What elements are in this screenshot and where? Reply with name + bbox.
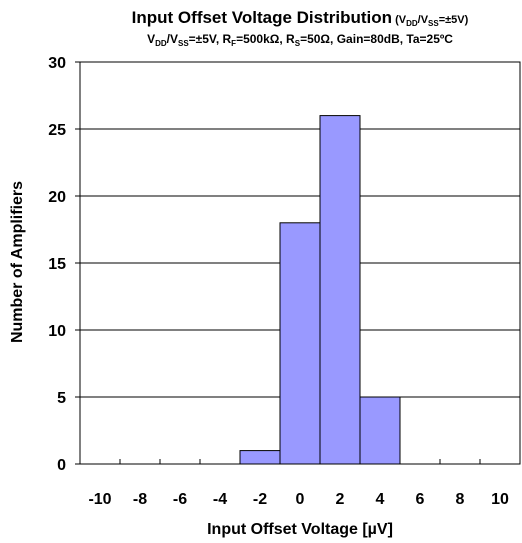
x-tick-label: 2 <box>336 491 345 508</box>
x-tick-label: 4 <box>376 491 385 508</box>
x-tick-label: 8 <box>456 491 465 508</box>
chart-title-main: Input Offset Voltage Distribution <box>132 8 392 27</box>
y-tick-label: 0 <box>57 457 66 474</box>
subtitle-sub-s: S <box>295 39 301 48</box>
subtitle-part-2: /V <box>167 32 178 46</box>
x-axis-label: Input Offset Voltage [µV] <box>207 521 393 538</box>
axis-ticks <box>75 61 521 465</box>
subtitle-sub-f: F <box>231 39 236 48</box>
subtitle-part-4: =500kΩ, R <box>236 32 295 46</box>
title-suffix-mid: /V <box>418 14 429 26</box>
x-tick-label: 10 <box>491 491 509 508</box>
x-tick-label: -8 <box>133 491 147 508</box>
bars <box>239 115 401 465</box>
y-tick-labels: 0 5 10 15 20 25 30 <box>48 55 66 474</box>
y-tick-label: 30 <box>48 55 66 72</box>
subtitle-sub-dd: DD <box>155 39 167 48</box>
y-tick-label: 25 <box>48 122 66 139</box>
x-tick-label: -4 <box>213 491 227 508</box>
y-axis-label: Number of Amplifiers <box>9 181 26 343</box>
x-tick-label: 6 <box>416 491 425 508</box>
y-tick-label: 20 <box>48 189 66 206</box>
y-tick-label: 10 <box>48 323 66 340</box>
subtitle-part-5: =50Ω, Gain=80dB, Ta=25ºC <box>300 32 453 46</box>
title-suffix-close: =±5V) <box>439 14 469 26</box>
x-tick-labels: -10 -8 -6 -4 -2 0 2 4 6 8 10 <box>88 491 509 508</box>
x-tick-label: 0 <box>296 491 305 508</box>
title-suffix-sub-dd: DD <box>406 19 418 28</box>
histogram-bar <box>239 450 281 465</box>
subtitle-sub-ss: SS <box>178 39 189 48</box>
subtitle-part-1: V <box>147 32 155 46</box>
x-tick-label: -2 <box>253 491 267 508</box>
histogram-bar <box>359 396 401 465</box>
histogram-bar <box>279 222 321 465</box>
subtitle-part-3: =±5V, R <box>189 32 232 46</box>
x-tick-label: -10 <box>88 491 111 508</box>
title-suffix-open: (V <box>392 14 407 26</box>
x-tick-label: -6 <box>173 491 187 508</box>
chart-subtitle: VDD/VSS=±5V, RF=500kΩ, RS=50Ω, Gain=80dB… <box>147 32 453 48</box>
chart-title: Input Offset Voltage Distribution (VDD/V… <box>132 8 469 28</box>
title-suffix-sub-ss: SS <box>428 19 439 28</box>
y-tick-label: 5 <box>57 390 66 407</box>
histogram-bar <box>319 115 361 465</box>
y-tick-label: 15 <box>48 256 66 273</box>
